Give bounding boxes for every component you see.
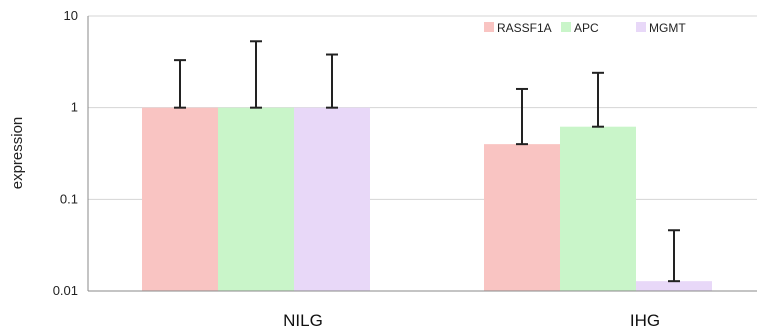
y-tick-label: 10 xyxy=(64,8,78,23)
legend-label: MGMT xyxy=(649,21,686,35)
bar-mgmt-ihg xyxy=(636,281,712,291)
legend-item-rassf1a: RASSF1A xyxy=(484,21,552,35)
legend-swatch xyxy=(484,22,494,32)
legend-item-apc: APC xyxy=(561,21,599,35)
bar-rassf1a-nilg xyxy=(142,107,218,292)
y-tick-label: 0.1 xyxy=(60,191,78,206)
bar-mgmt-nilg xyxy=(294,107,370,292)
bar-apc-ihg xyxy=(560,126,636,292)
y-tick-labels: 10 1 0.1 0.01 xyxy=(53,8,78,298)
legend-label: APC xyxy=(574,21,599,35)
error-bar-rassf1a-nilg xyxy=(174,59,186,109)
error-bar-mgmt-ihg xyxy=(668,229,680,283)
bar-apc-nilg xyxy=(218,107,294,292)
bars xyxy=(142,107,712,292)
error-bar-mgmt-nilg xyxy=(326,53,338,109)
legend-label: RASSF1A xyxy=(497,21,552,35)
y-tick-label: 0.01 xyxy=(53,283,78,298)
y-axis-title: expression xyxy=(9,117,26,190)
legend: RASSF1A APC MGMT xyxy=(484,21,686,35)
legend-swatch xyxy=(561,22,571,32)
error-bar-apc-nilg xyxy=(250,40,262,109)
error-bar-apc-ihg xyxy=(592,71,604,128)
bar-rassf1a-ihg xyxy=(484,144,560,291)
x-category-labels: NILG IHG xyxy=(283,311,660,330)
error-bar-rassf1a-ihg xyxy=(516,87,528,146)
error-bars xyxy=(174,40,680,283)
category-label-ihg: IHG xyxy=(630,311,660,330)
legend-item-mgmt: MGMT xyxy=(636,21,686,35)
category-label-nilg: NILG xyxy=(283,311,323,330)
legend-swatch xyxy=(636,22,646,32)
y-tick-label: 1 xyxy=(71,100,78,115)
